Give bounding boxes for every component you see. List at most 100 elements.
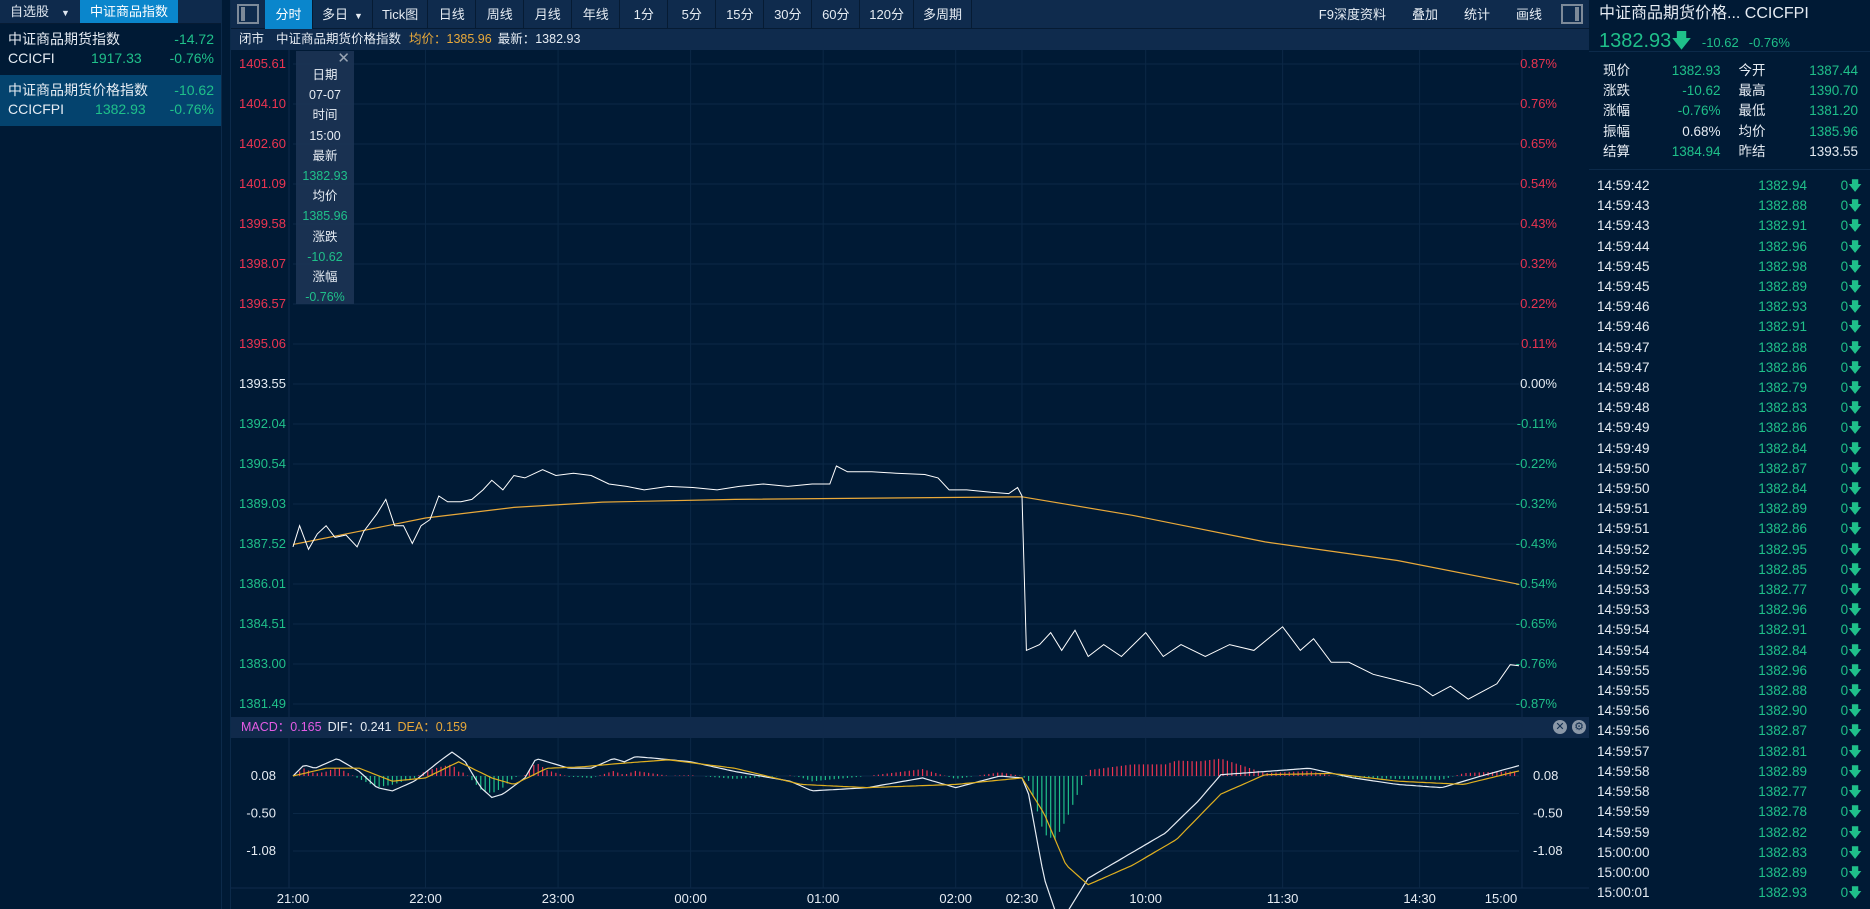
tick-volume: 0🡇 — [1807, 257, 1862, 277]
period-button[interactable]: 分时 — [265, 0, 313, 29]
tick-time: 14:59:42 — [1597, 178, 1650, 193]
tool-button[interactable]: 画线 — [1515, 6, 1542, 22]
period-button[interactable]: 周线 — [476, 0, 525, 29]
dropdown-caret-icon[interactable]: ▼ — [61, 8, 70, 18]
period-button[interactable]: 15分 — [716, 0, 765, 29]
tick-volume: 0🡇 — [1807, 479, 1862, 499]
macd-y-tick-left: 0.08 — [251, 768, 276, 783]
close-indicator-icon[interactable]: ✕ — [1553, 720, 1567, 734]
stat-value: 0.68% — [1682, 123, 1721, 139]
y-tick-left: 1396.57 — [239, 296, 286, 311]
y-tick-left: 1390.54 — [239, 456, 286, 471]
volume-text: 0 — [1840, 784, 1849, 800]
period-button[interactable]: 年线 — [572, 0, 621, 29]
tick-row: 14:59:44 1382.96 0🡇 — [1597, 237, 1862, 257]
gear-icon[interactable]: ⚙ — [1572, 720, 1586, 734]
tick-price: 1382.79 — [1758, 380, 1807, 396]
tick-price: 1382.88 — [1758, 683, 1807, 699]
y-tick-left: 1393.55 — [239, 376, 286, 391]
tick-time: 14:59:55 — [1597, 683, 1650, 699]
tick-price: 1382.96 — [1758, 662, 1807, 678]
intraday-chart[interactable]: 1405.61 0.87% 1404.10 0.76% 1402.60 0.65% 1401… — [231, 50, 1590, 909]
y-tick-right: 0.32% — [1520, 256, 1557, 271]
volume-text: 0 — [1840, 804, 1849, 820]
watchlist-item[interactable]: 中证商品期货指数 -14.72 CCICFI 1917.33 -0.76% — [0, 24, 221, 75]
arrow-down-icon: 🡇 — [1848, 784, 1862, 800]
period-button[interactable]: Tick图 — [373, 0, 429, 29]
tick-row: 14:59:49 1382.86 0🡇 — [1597, 418, 1862, 438]
tick-list[interactable]: 14:59:42 1382.94 0🡇 14:59:43 1382.88 0🡇 14:59:… — [1589, 170, 1870, 903]
stat-label: 结算 — [1603, 143, 1630, 159]
tick-price: 1382.85 — [1758, 561, 1807, 577]
y-tick-left: 1404.10 — [239, 96, 286, 111]
tool-button[interactable]: 统计 — [1463, 6, 1490, 22]
tick-volume: 0🡇 — [1807, 176, 1862, 196]
period-button[interactable]: 多日 ▼ — [313, 0, 373, 29]
tick-volume: 0🡇 — [1807, 681, 1862, 701]
tab-csi-commodity-index[interactable]: 中证商品指数 — [79, 0, 178, 23]
tick-row: 14:59:58 1382.77 0🡇 — [1597, 782, 1862, 802]
item-price: 1382.93 — [95, 101, 146, 117]
period-button[interactable]: 5分 — [668, 0, 717, 29]
tick-time: 14:59:57 — [1597, 743, 1650, 759]
arrow-down-icon: 🡇 — [1848, 218, 1862, 234]
arrow-down-icon: 🡇 — [1848, 178, 1862, 193]
x-tick: 14:30 — [1403, 891, 1436, 906]
quote-stats: 现价 1382.93 今开 1387.44 涨跌 -10.62 最高 1390.70 涨幅 -0.… — [1589, 52, 1870, 170]
period-button[interactable]: 1分 — [620, 0, 669, 29]
tick-row: 14:59:54 1382.91 0🡇 — [1597, 620, 1862, 640]
arrow-down-icon: 🡇 — [1671, 30, 1692, 52]
tick-row: 14:59:50 1382.84 0🡇 — [1597, 479, 1862, 499]
period-button[interactable]: 日线 — [428, 0, 477, 29]
stat-label: 今开 — [1738, 63, 1766, 78]
item-change: -14.72 — [174, 31, 214, 47]
tab-watchlist[interactable]: 自选股 ▼ — [0, 0, 80, 23]
macd-value: MACD：0.165 — [241, 720, 322, 734]
arrow-down-icon: 🡇 — [1848, 420, 1862, 436]
tick-price: 1382.86 — [1758, 359, 1807, 375]
arrow-down-icon: 🡇 — [1848, 400, 1862, 416]
arrow-down-icon: 🡇 — [1848, 238, 1862, 254]
tick-volume: 0🡇 — [1807, 701, 1862, 721]
toggle-right-panel-icon[interactable] — [1561, 4, 1583, 24]
tick-time: 15:00:01 — [1597, 885, 1650, 901]
macd-y-tick-left: -0.50 — [246, 806, 276, 821]
y-tick-left: 1395.06 — [239, 336, 286, 351]
period-button[interactable]: 60分 — [812, 0, 861, 29]
volume-text: 0 — [1840, 198, 1849, 214]
volume-text: 0 — [1840, 642, 1849, 658]
volume-text: 0 — [1840, 824, 1849, 840]
period-button[interactable]: 多周期 — [914, 0, 973, 29]
item-pct: -0.76% — [169, 50, 214, 66]
dif-line — [292, 751, 1520, 909]
tick-volume: 0🡇 — [1807, 317, 1862, 337]
period-button[interactable]: 30分 — [764, 0, 813, 29]
arrow-down-icon: 🡇 — [1848, 481, 1862, 497]
tool-button[interactable]: F9深度资料 — [1318, 6, 1386, 22]
tick-price: 1382.93 — [1758, 885, 1807, 901]
dropdown-caret-icon[interactable]: ▼ — [354, 10, 363, 21]
volume-text: 0 — [1840, 339, 1849, 355]
tick-time: 14:59:46 — [1597, 319, 1650, 335]
tick-price: 1382.98 — [1758, 258, 1807, 274]
tick-volume: 0🡇 — [1807, 277, 1862, 297]
arrow-down-icon: 🡇 — [1848, 642, 1862, 658]
tool-button[interactable]: 叠加 — [1411, 6, 1438, 22]
tick-price: 1382.88 — [1758, 339, 1807, 355]
avg-price-line — [292, 496, 1520, 585]
watchlist-item-selected[interactable]: 中证商品期货价格指数 -10.62 CCICFPI 1382.93 -0.76% — [0, 75, 221, 126]
tick-time: 14:59:55 — [1597, 662, 1650, 678]
tooltip-label: 日期 — [312, 68, 338, 82]
arrow-down-icon: 🡇 — [1848, 743, 1862, 759]
tick-price: 1382.77 — [1758, 582, 1807, 598]
x-tick: 02:00 — [939, 891, 972, 906]
toggle-left-panel-icon[interactable] — [237, 4, 259, 24]
period-button[interactable]: 月线 — [524, 0, 573, 29]
tick-price: 1382.77 — [1758, 784, 1807, 800]
tick-row: 15:00:01 1382.93 0🡇 — [1597, 883, 1862, 903]
tick-price: 1382.96 — [1758, 238, 1807, 254]
quote-price: 1382.93🡇 — [1599, 26, 1692, 60]
period-button[interactable]: 120分 — [860, 0, 914, 29]
close-icon[interactable]: ✕ — [337, 50, 350, 67]
tab-label: 自选股 — [10, 4, 50, 19]
